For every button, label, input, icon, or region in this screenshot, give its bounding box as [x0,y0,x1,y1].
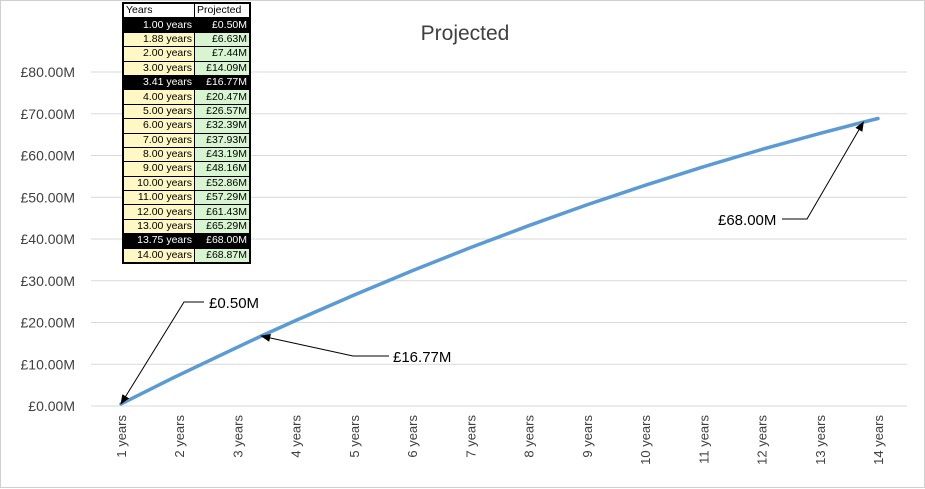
table-row: 6.00 years £32.39M [122,118,251,134]
cell-projected: £61.43M [194,204,251,220]
x-tick-label: 11 years [696,415,711,464]
annotation-label: £68.00M [718,212,776,229]
y-tick-label: £60.00M [21,148,75,164]
y-tick-label: £40.00M [21,231,75,247]
cell-projected: £26.57M [194,103,251,120]
x-tick-label: 9 years [580,415,595,458]
x-tick-label: 6 years [405,415,420,458]
cell-years: 13.75 years [122,233,195,249]
cell-years: 7.00 years [122,132,195,148]
x-tick-label: 3 years [230,415,245,458]
series-layer [119,116,880,406]
cell-projected: £57.29M [194,190,251,206]
x-tick-label: 2 years [172,415,187,458]
annotations: £0.50M £16.77M £68.00M [120,121,864,405]
annotation-label: £0.50M [209,295,259,312]
x-tick-label: 10 years [638,415,653,465]
table-header-row: Years Projected [122,2,251,19]
cell-projected: £14.09M [194,60,251,76]
annotation-arrow [782,121,864,220]
y-tick-label: £50.00M [21,189,75,205]
table-row: 3.00 years £14.09M [122,60,251,76]
x-tick-label: 5 years [347,415,362,458]
header-years: Years [122,2,195,19]
cell-projected: £0.50M [194,17,251,33]
cell-years: 3.00 years [122,60,195,76]
cell-years: 13.00 years [122,218,195,235]
series-line [119,116,880,406]
table-row: 2.00 years £7.44M [122,46,251,62]
cell-projected: £6.63M [194,31,251,48]
cell-projected: £68.00M [194,233,251,249]
y-tick-label: £10.00M [21,356,75,372]
cell-years: 11.00 years [122,190,195,206]
annotation-arrow [260,334,389,357]
x-tick-label: 1 years [114,415,129,458]
table-row: 13.75 years £68.00M [122,233,251,249]
y-tick-label: £0.00M [28,398,75,414]
table-row: 13.00 years £65.29M [122,218,251,235]
y-tick-label: £80.00M [21,64,75,80]
cell-years: 2.00 years [122,46,195,62]
table-row: 1.88 years £6.63M [122,31,251,48]
x-tick-label: 13 years [813,415,828,465]
table-row: 8.00 years £43.19M [122,146,251,163]
annotation-arrow [120,301,204,405]
cell-projected: £32.39M [194,118,251,134]
y-tick-label: £70.00M [21,106,75,122]
cell-years: 1.88 years [122,31,195,48]
cell-years: 3.41 years [122,74,195,91]
table-row: 10.00 years £52.86M [122,175,251,192]
table-row: 3.41 years £16.77M [122,74,251,91]
x-tick-label: 7 years [463,415,478,458]
x-tick-label: 14 years [871,415,886,465]
table-row: 1.00 years £0.50M [122,17,251,33]
cell-projected: £16.77M [194,74,251,91]
data-table: Years Projected 1.00 years £0.50M 1.88 yea… [122,2,251,265]
header-projected: Projected [194,2,251,19]
cell-projected: £37.93M [194,132,251,148]
annotation-label: £16.77M [393,349,451,366]
x-axis-ticks: 1 years 2 years 3 years 4 years 5 years 6 yea… [114,415,886,465]
cell-years: 6.00 years [122,118,195,134]
cell-years: 9.00 years [122,161,195,177]
cell-years: 8.00 years [122,146,195,163]
cell-projected: £43.19M [194,146,251,163]
table-row: 9.00 years £48.16M [122,161,251,177]
table-row: 5.00 years £26.57M [122,103,251,120]
cell-years: 1.00 years [122,17,195,33]
table-row: 11.00 years £57.29M [122,190,251,206]
y-tick-label: £20.00M [21,315,75,331]
table-row: 12.00 years £61.43M [122,204,251,220]
chart-title: Projected [421,22,510,45]
x-tick-label: 8 years [522,415,537,458]
x-tick-label: 12 years [755,415,770,465]
cell-years: 14.00 years [122,247,195,264]
y-tick-label: £30.00M [21,273,75,289]
cell-projected: £7.44M [194,46,251,62]
cell-years: 12.00 years [122,204,195,220]
table-row: 14.00 years £68.87M [122,247,251,264]
cell-projected: £68.87M [194,247,251,264]
cell-projected: £48.16M [194,161,251,177]
table-row: 7.00 years £37.93M [122,132,251,148]
cell-years: 4.00 years [122,89,195,105]
cell-projected: £20.47M [194,89,251,105]
cell-projected: £52.86M [194,175,251,192]
cell-years: 5.00 years [122,103,195,120]
cell-projected: £65.29M [194,218,251,235]
y-axis-ticks: £0.00M £10.00M £20.00M £30.00M £40.00M £50.00… [21,64,75,414]
cell-years: 10.00 years [122,175,195,192]
x-tick-label: 4 years [289,415,304,458]
table-row: 4.00 years £20.47M [122,89,251,105]
